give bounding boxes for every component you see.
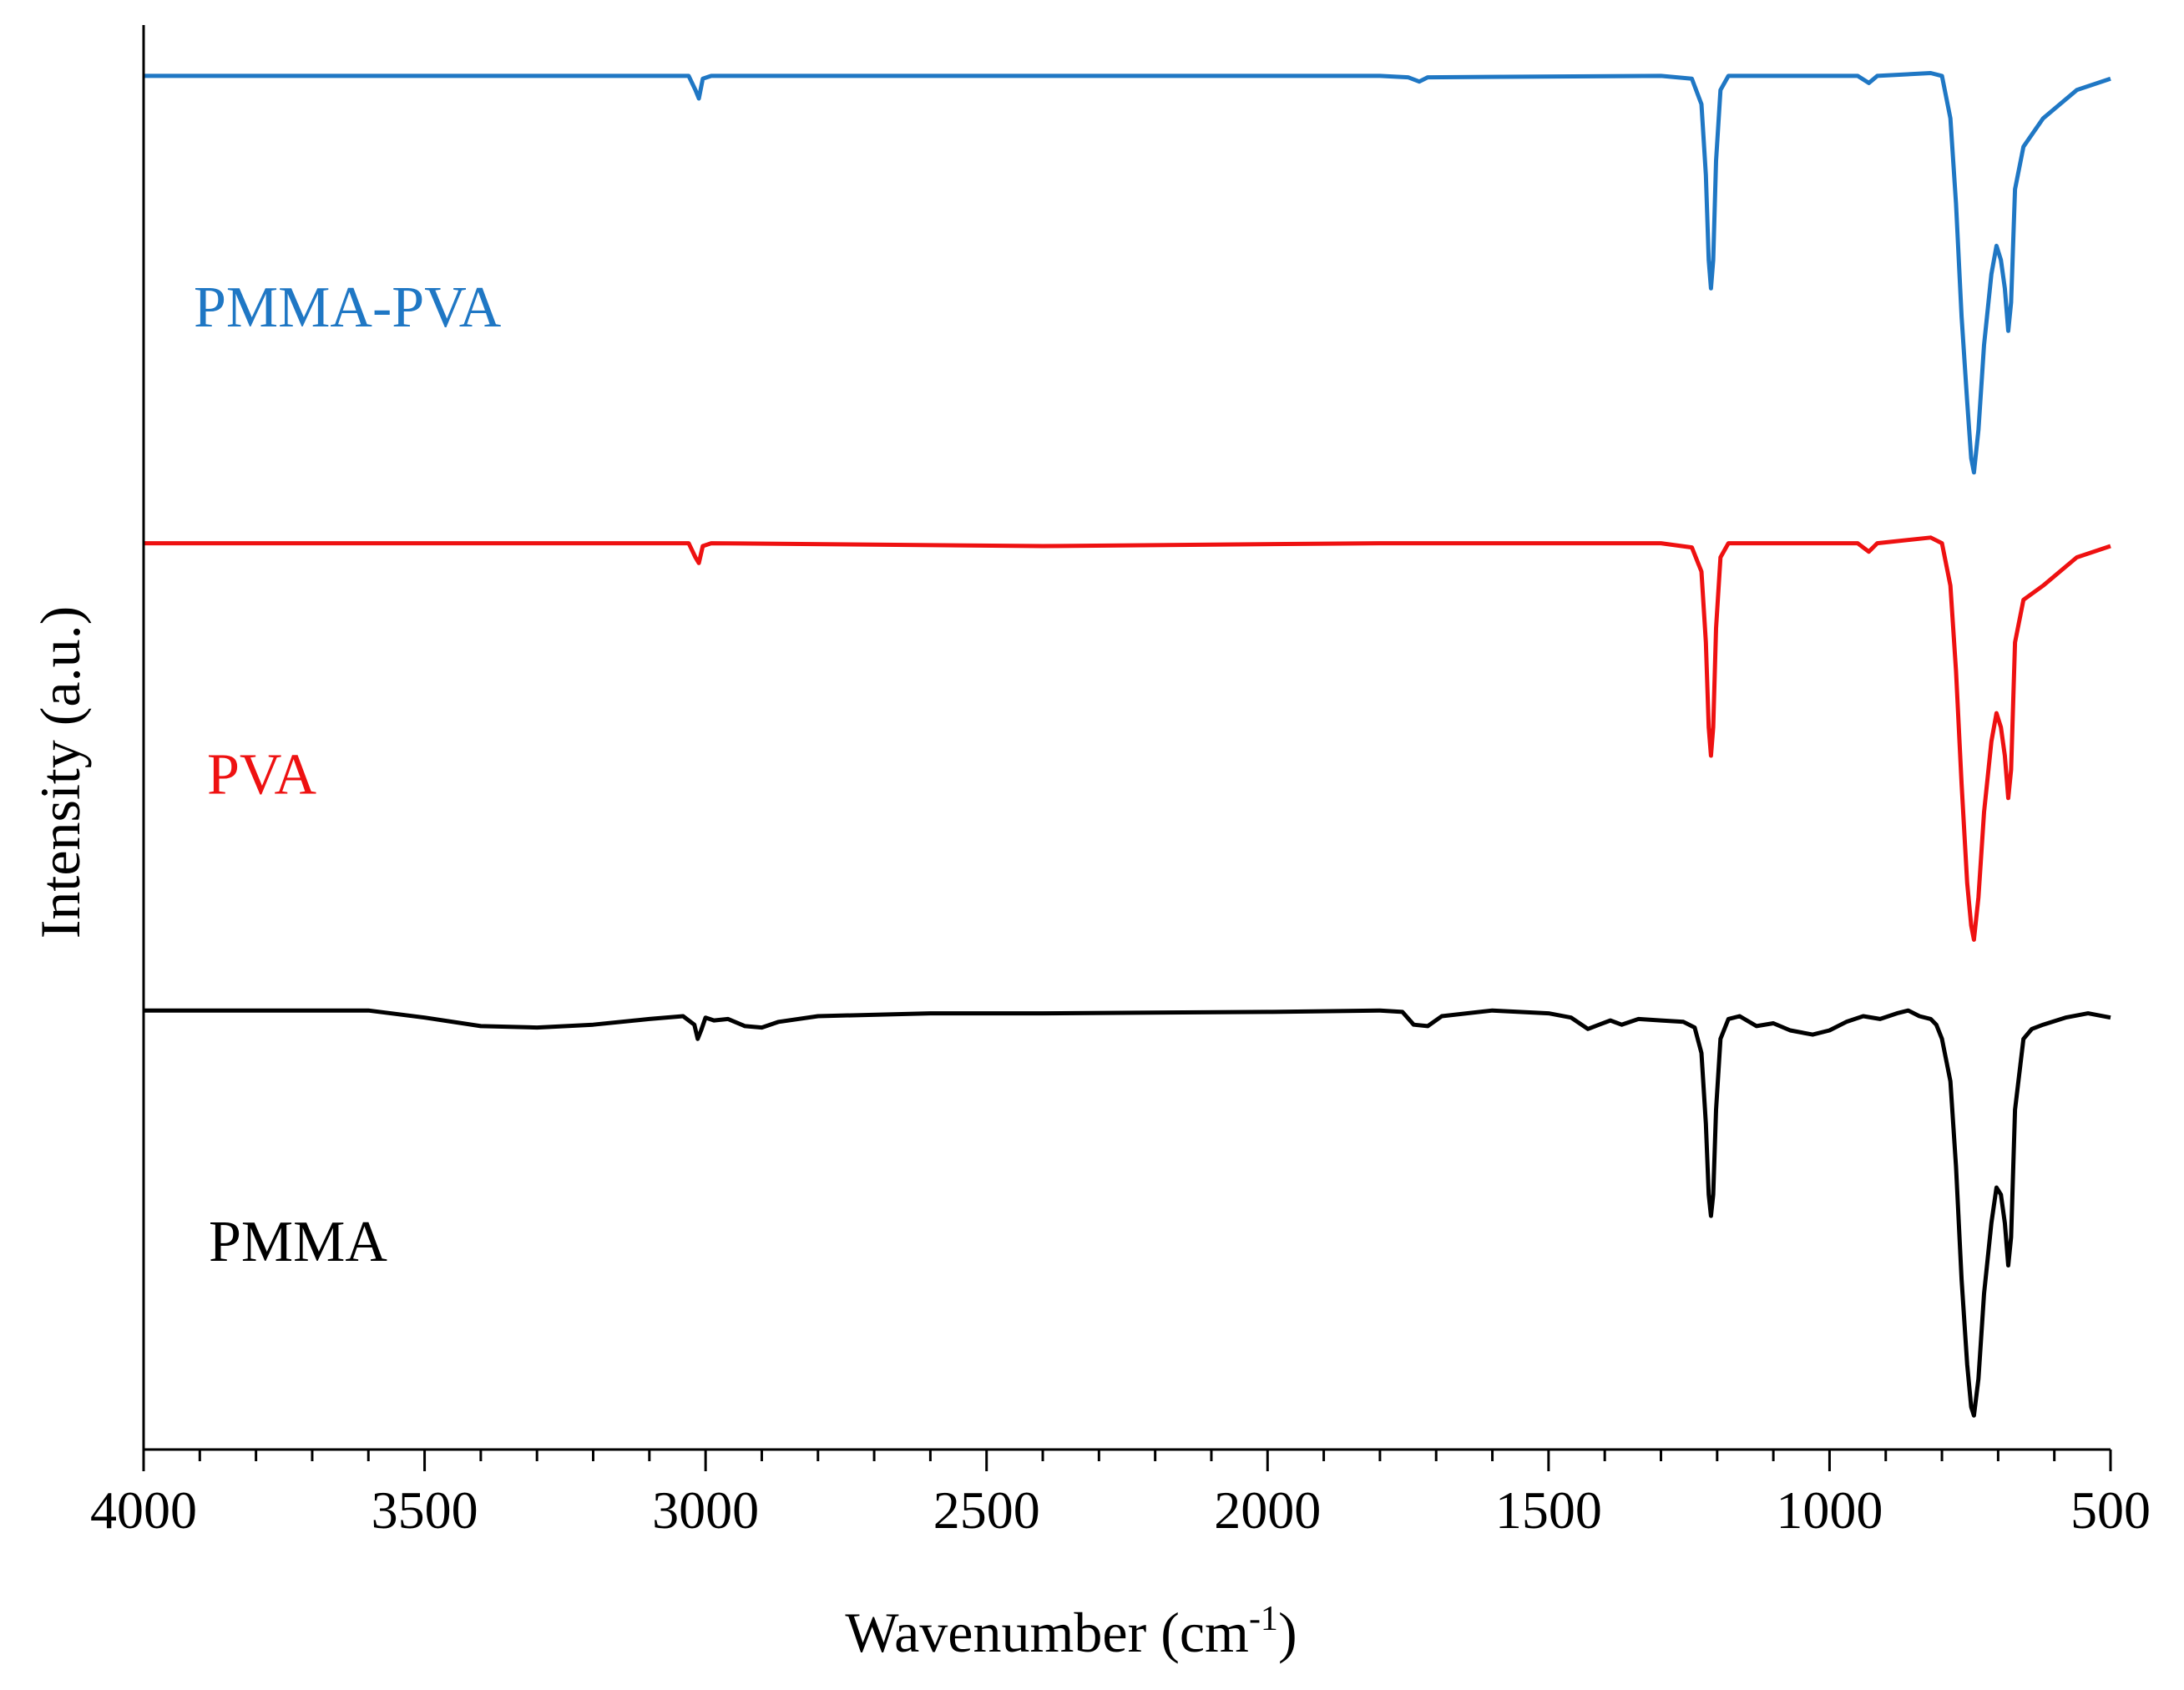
series-labels: PMMA-PVA PVA PMMA	[194, 276, 502, 1274]
x-axis-title: Wavenumber (cm-1)	[845, 1600, 1297, 1664]
series-line-pva	[144, 535, 2111, 942]
series-label-pva: PVA	[207, 743, 316, 807]
x-tick-label: 3000	[652, 1480, 759, 1540]
x-tick-label: 3500	[372, 1480, 478, 1540]
x-tick-label: 4000	[90, 1480, 197, 1540]
series-label-pmma: PMMA	[209, 1210, 387, 1274]
x-tick-label: 1500	[1495, 1480, 1602, 1540]
x-tick-label: 2500	[933, 1480, 1040, 1540]
x-axis-title-superscript: -1	[1249, 1600, 1278, 1638]
x-axis-title-main: Wavenumber (cm	[845, 1601, 1249, 1664]
x-tick-label: 2000	[1214, 1480, 1321, 1540]
series-line-pmma-pva	[144, 71, 2111, 475]
axes: 4000 3500 3000 2500 2000 1500 1000 500	[90, 25, 2151, 1540]
y-axis-title: Intensity (a.u.)	[28, 606, 92, 939]
x-tick-label: 500	[2070, 1480, 2151, 1540]
series-label-pmma-pva: PMMA-PVA	[194, 276, 502, 340]
series-line-pmma	[144, 1008, 2111, 1418]
spectra-traces	[144, 71, 2111, 1418]
x-tick-label: 1000	[1776, 1480, 1883, 1540]
x-axis-title-end: )	[1278, 1601, 1297, 1664]
